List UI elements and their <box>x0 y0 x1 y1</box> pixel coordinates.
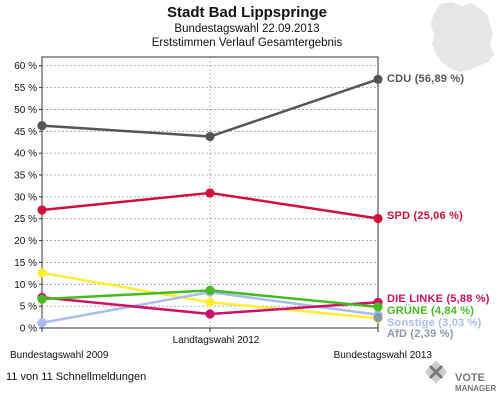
data-point <box>205 131 215 142</box>
series-label: CDU (56,89 %) <box>387 73 464 85</box>
data-point <box>205 297 215 307</box>
data-point <box>373 312 383 323</box>
data-point <box>37 318 47 328</box>
series-label: Sonstige (3,03 %) <box>387 317 482 329</box>
y-tick-label: 25 % <box>14 214 37 225</box>
data-point <box>37 121 47 131</box>
data-point <box>373 74 383 84</box>
y-tick-label: 20 % <box>14 236 37 247</box>
y-tick-label: 45 % <box>14 127 37 138</box>
votemanager-logo: VOTE MANAGER <box>424 360 497 393</box>
data-point <box>205 285 215 296</box>
series-lines <box>37 74 383 328</box>
y-tick-label: 10 % <box>14 280 37 291</box>
germany-map-icon <box>430 2 494 72</box>
data-point <box>205 188 215 198</box>
y-axis: 0 % 5 % 10 % 15 % 20 % 25 % 30 % 35 % 40 % 45 % 50… <box>14 61 42 335</box>
chart-subtitle-description: Erststimmen Verlauf Gesamtergebnis <box>152 37 343 49</box>
y-tick-label: 30 % <box>14 192 37 203</box>
series-label: DIE LINKE (5,88 %) <box>387 293 490 305</box>
data-point <box>37 294 47 304</box>
logo-manager: MANAGER <box>455 384 497 393</box>
series-label: SPD (25,06 %) <box>387 210 463 222</box>
data-point <box>373 302 383 312</box>
footer-text: 11 von 11 Schnellmeldungen <box>6 371 146 383</box>
y-tick-label: 35 % <box>14 171 37 182</box>
vote-logo-icon <box>424 360 448 384</box>
x-tick-label: Landtagswahl 2012 <box>173 335 260 346</box>
logo-vote: VOTE <box>455 372 485 384</box>
x-tick-label: Bundestagswahl 2013 <box>334 350 433 361</box>
y-tick-label: 50 % <box>14 105 37 116</box>
series-label: GRÜNE (4,84 %) <box>387 304 474 317</box>
data-point <box>205 309 215 319</box>
y-tick-label: 60 % <box>14 61 37 72</box>
y-tick-label: 5 % <box>20 302 37 313</box>
y-tick-label: 15 % <box>14 258 37 269</box>
x-tick-label: Bundestagswahl 2009 <box>10 350 109 361</box>
chart-subtitle-date: Bundestagswahl 22.09.2013 <box>174 23 319 35</box>
x-axis: Bundestagswahl 2009 Landtagswahl 2012 Bund… <box>10 328 432 361</box>
y-tick-label: 55 % <box>14 83 37 94</box>
y-tick-label: 0 % <box>20 324 37 335</box>
data-point <box>37 205 47 215</box>
series-labels: CDU (56,89 %) SPD (25,06 %) DIE LINKE (5,8… <box>387 73 490 340</box>
chart-title: Stadt Bad Lippspringe <box>167 4 327 21</box>
y-tick-label: 40 % <box>14 149 37 160</box>
data-point <box>373 213 383 224</box>
data-point <box>37 268 47 278</box>
series-label: AfD (2,39 %) <box>387 328 454 340</box>
